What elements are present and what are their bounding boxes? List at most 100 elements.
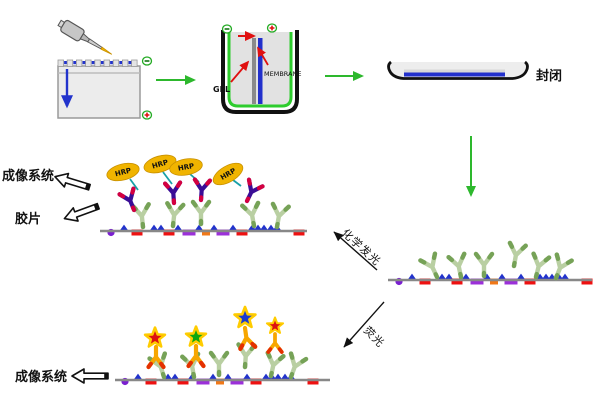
antigen-band-tri (281, 373, 289, 380)
comb-tooth (76, 59, 83, 67)
antigen-band-tri (445, 273, 453, 280)
gel-pointer-arrow (230, 60, 250, 83)
hrp-label: HRP (114, 167, 132, 179)
antigen-band-tri (248, 224, 256, 231)
gel-comb-wells (57, 59, 138, 67)
antigen-band-tri (438, 273, 446, 280)
cassette-lining (227, 32, 293, 108)
gel-strip (252, 38, 256, 104)
antigen-band-tri (260, 224, 268, 231)
antigen-band-sqr (419, 278, 431, 285)
antigen-band-tri (262, 373, 270, 380)
antigen-band-sqr (177, 378, 189, 385)
membrane-fluor-result (115, 373, 330, 386)
hrp-tag: HRP (106, 162, 140, 182)
transfer-cassette: GEL MEMBRANE (213, 23, 301, 114)
antigen-band-tri (243, 373, 251, 380)
loaded-sample-well (64, 61, 68, 65)
antigen-band-rect (196, 378, 210, 385)
pipette (57, 19, 113, 55)
antigen-band-sqr (581, 278, 593, 285)
fluorescence-arrow (343, 301, 385, 348)
antigen-band-sqo (202, 229, 210, 236)
comb-tooth (103, 59, 110, 67)
antigen-band-sqr (524, 278, 536, 285)
hrp-ellipse (106, 162, 140, 182)
gel-box-body (57, 65, 141, 119)
comb-tooth (131, 59, 138, 67)
antigen-band-tri (254, 224, 262, 231)
antigen-band-tri (229, 224, 237, 231)
pipette-tip (100, 46, 113, 55)
antigen-band-sqr (236, 229, 248, 236)
blocking-dish: 封闭 (387, 60, 562, 84)
minus-electrode-icon (141, 56, 153, 66)
loaded-sample-well (100, 61, 104, 65)
antigen-band-rect (230, 378, 244, 385)
hrp-linker (232, 179, 242, 187)
comb-tooth (57, 59, 64, 67)
membrane-label: MEMBRANE (264, 70, 301, 78)
antigen-band-tri (267, 224, 275, 231)
antigen-band-sqr (451, 278, 463, 285)
hrp-label: HRP (177, 162, 195, 173)
hrp-ellipse (143, 154, 177, 174)
plus-electrode-icon (141, 110, 153, 120)
detection-labels: 成像系统 胶片 成像系统 (2, 168, 109, 385)
antigen-band-rect (182, 229, 196, 236)
antigen-band-tri (517, 273, 525, 280)
antigen-band-tri (195, 224, 203, 231)
antigen-band-sqr (163, 229, 175, 236)
dish-liquid (404, 69, 505, 73)
comb-tooth (66, 59, 74, 67)
membrane-strip (258, 38, 263, 104)
imaging-system-2-label: 成像系统 (15, 369, 67, 385)
loaded-sample-well (91, 61, 95, 65)
membrane-in-dish (404, 72, 505, 77)
antigen-band-tri (174, 224, 182, 231)
antigen-band-tri (120, 224, 128, 231)
antigen-band-tri (561, 273, 569, 280)
antigen-band-tri (498, 273, 506, 280)
antigen-band-sqr (131, 229, 143, 236)
comb-tooth (112, 59, 120, 67)
antigen-band-sqo (216, 378, 224, 385)
hrp-linker (162, 171, 173, 185)
antigen-band-tri (150, 224, 158, 231)
antigen-band-tri (408, 273, 416, 280)
loaded-sample-well (119, 61, 123, 65)
minus-electrode-icon (221, 24, 233, 34)
loaded-sample-well (110, 61, 114, 65)
film-label: 胶片 (15, 211, 41, 227)
comb-tooth (94, 59, 101, 67)
antigen-band-tri (274, 373, 282, 380)
antigen-band-sqr (307, 378, 319, 385)
antigen-band-rect (216, 229, 230, 236)
hrp-linker (129, 178, 139, 191)
antigen-band-tri (134, 373, 142, 380)
antigen-band-tri (171, 373, 179, 380)
hrp-tag: HRP (169, 158, 203, 176)
hrp-ellipse (169, 158, 203, 176)
antigen-band-tri (157, 224, 165, 231)
hrp-ellipse (212, 162, 244, 186)
plus-electrode-icon (266, 23, 278, 33)
comb-tooth (85, 59, 92, 67)
hrp-tag: HRP (143, 154, 177, 174)
loaded-sample-well (82, 61, 86, 65)
loaded-sample-well (128, 61, 132, 65)
antigen-band-rect (470, 278, 484, 285)
membrane-blocked (388, 273, 593, 286)
cassette-outer (221, 30, 299, 114)
comb-tooth (122, 59, 129, 67)
blocking-label: 封闭 (536, 68, 562, 84)
membrane-pointer-arrow (257, 46, 269, 66)
antigen-band-tri (209, 373, 217, 380)
antigen-band-rect (504, 278, 518, 285)
gel-label: GEL (213, 85, 230, 94)
antigen-band-tri (462, 273, 470, 280)
chemiluminescence-arrow (333, 231, 378, 271)
loaded-sample-well (73, 61, 77, 65)
